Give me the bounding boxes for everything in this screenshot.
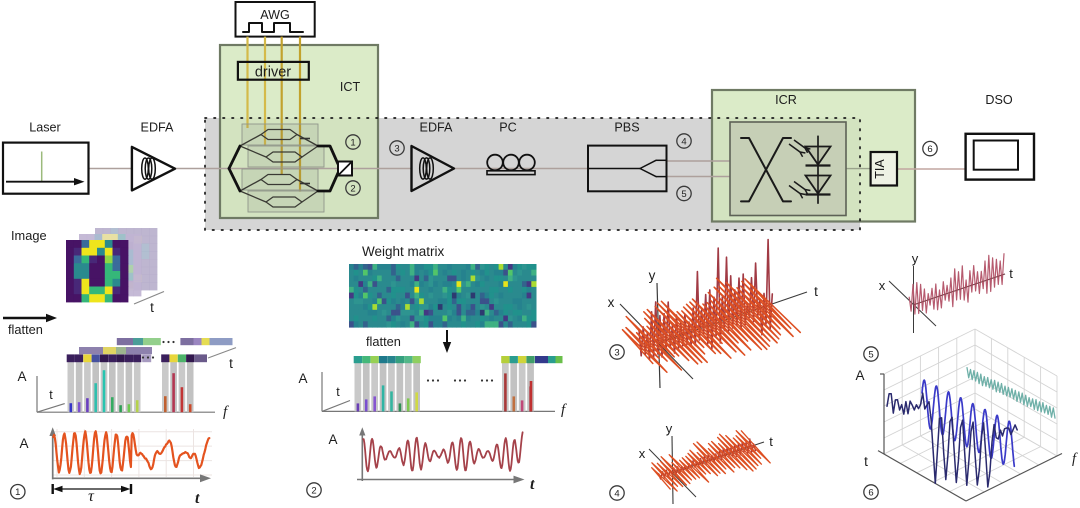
svg-text:f: f <box>1072 451 1078 467</box>
svg-text:2: 2 <box>350 183 355 194</box>
svg-text:flatten: flatten <box>8 322 43 337</box>
svg-text:x: x <box>639 446 646 461</box>
svg-text:τ: τ <box>88 488 95 505</box>
svg-text:flatten: flatten <box>366 334 401 349</box>
svg-text:EDFA: EDFA <box>141 121 174 135</box>
svg-text:1: 1 <box>350 137 355 148</box>
svg-text:PC: PC <box>499 121 517 135</box>
svg-text:x: x <box>879 278 886 293</box>
svg-text:t: t <box>530 476 535 493</box>
svg-text:y: y <box>666 421 673 436</box>
svg-text:Image: Image <box>11 228 47 243</box>
svg-text:A: A <box>19 436 28 451</box>
svg-text:Laser: Laser <box>29 121 61 135</box>
svg-text:ICT: ICT <box>340 80 361 94</box>
svg-text:3: 3 <box>394 143 399 154</box>
svg-text:t: t <box>1009 266 1013 281</box>
svg-text:y: y <box>912 251 919 266</box>
svg-text:t: t <box>150 300 154 315</box>
svg-text:A: A <box>17 369 26 384</box>
svg-text:y: y <box>649 268 656 283</box>
svg-text:t: t <box>229 356 233 371</box>
svg-text:A: A <box>855 368 864 383</box>
svg-text:t: t <box>814 284 818 299</box>
svg-text:5: 5 <box>868 349 873 360</box>
svg-text:t: t <box>864 454 868 469</box>
svg-text:6: 6 <box>868 487 873 498</box>
svg-text:A: A <box>328 432 337 447</box>
svg-text:t: t <box>769 434 773 449</box>
svg-text:t: t <box>336 385 340 399</box>
svg-text:EDFA: EDFA <box>420 121 453 135</box>
svg-text:4: 4 <box>681 136 686 147</box>
svg-text:A: A <box>298 371 307 386</box>
svg-text:4: 4 <box>614 488 619 499</box>
svg-text:ICR: ICR <box>775 93 797 107</box>
svg-text:2: 2 <box>311 485 316 496</box>
svg-text:1: 1 <box>15 487 20 498</box>
svg-text:t: t <box>49 388 53 402</box>
svg-text:PBS: PBS <box>614 121 639 135</box>
svg-text:t: t <box>195 490 200 507</box>
svg-text:AWG: AWG <box>260 8 290 22</box>
svg-text:5: 5 <box>681 189 686 200</box>
svg-text:Weight matrix: Weight matrix <box>362 244 445 259</box>
svg-text:6: 6 <box>927 144 932 155</box>
svg-text:DSO: DSO <box>985 93 1012 107</box>
svg-text:TIA: TIA <box>873 159 887 179</box>
svg-text:f: f <box>561 402 567 418</box>
svg-text:x: x <box>608 295 615 310</box>
svg-text:3: 3 <box>614 347 619 358</box>
svg-text:driver: driver <box>255 65 291 81</box>
svg-text:f: f <box>223 404 229 420</box>
